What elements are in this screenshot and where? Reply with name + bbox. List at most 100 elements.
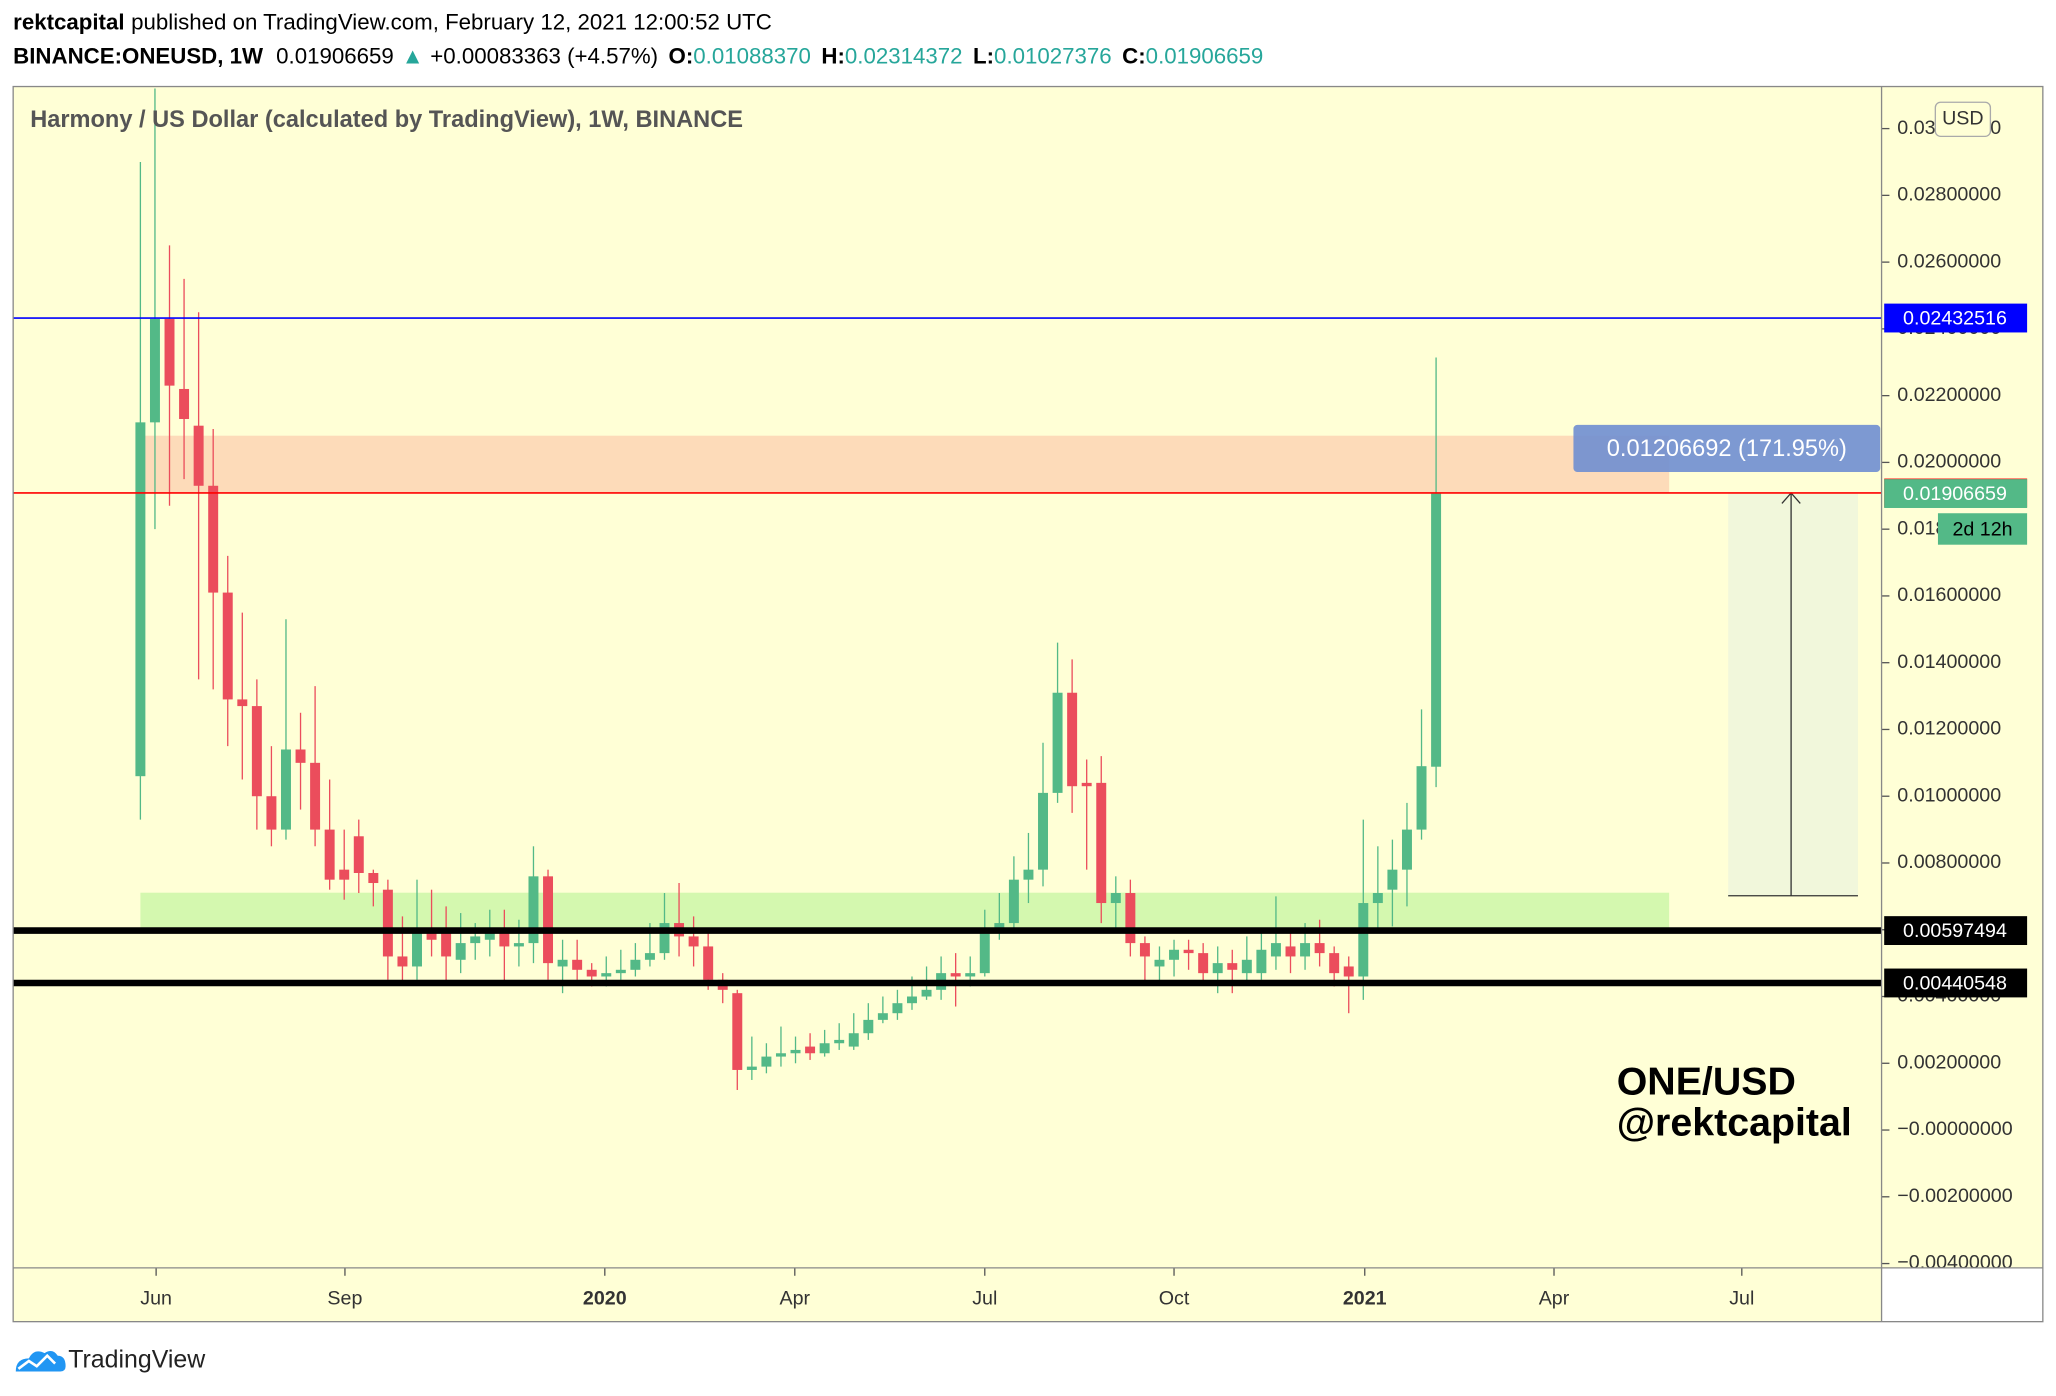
publish-line: rektcapital published on TradingView.com,…: [13, 9, 772, 34]
candle-body: [819, 1043, 830, 1054]
y-tick-label: −0.00000000: [1897, 1118, 2012, 1140]
level-tag: 0.02432516: [1903, 308, 2007, 330]
candle-body: [586, 969, 597, 977]
symbol: BINANCE:ONEUSD, 1W: [13, 44, 263, 69]
candle-body: [1154, 959, 1165, 967]
candle-body: [1401, 829, 1412, 870]
level-tag-box: [1884, 916, 2028, 946]
candle-body: [412, 933, 422, 967]
ohlc-key: H:: [821, 44, 845, 69]
candle-body: [950, 973, 961, 977]
candle-body: [295, 749, 306, 763]
up-arrow: ▲: [402, 44, 424, 69]
publisher: rektcapital: [13, 9, 124, 34]
candle-body: [237, 699, 248, 707]
y-tick-label: 0.02600000: [1897, 250, 2001, 272]
candle-body: [1227, 963, 1238, 970]
candle-body: [1096, 782, 1107, 904]
candle-body: [222, 592, 233, 700]
price-axis: [1881, 86, 2043, 1268]
currency[interactable]: USD: [1942, 108, 1984, 130]
last-price-tag: 0.01906659: [1903, 483, 2007, 505]
candle-body: [1038, 792, 1048, 870]
x-tick-label: Apr: [779, 1288, 810, 1310]
candle-body: [1169, 949, 1180, 960]
candle-body: [921, 989, 932, 997]
candle-body: [965, 973, 976, 977]
measure-label-box: [1573, 424, 1881, 473]
level-tag-box: [1884, 968, 2028, 998]
candle-body: [1329, 953, 1340, 974]
candle-body: [761, 1056, 772, 1067]
last-price-tag-box: [1884, 479, 2028, 508]
candle-body: [1343, 966, 1354, 977]
change: +0.00083363 (+4.57%): [430, 44, 658, 69]
x-tick-label: 2020: [583, 1288, 627, 1310]
time-axis: [13, 1267, 1882, 1322]
candle-body: [877, 1013, 888, 1020]
candle-body: [979, 933, 990, 974]
candle-body: [1198, 953, 1209, 974]
ohlc-key: C:: [1122, 44, 1146, 69]
candle-body: [572, 959, 583, 970]
footer-brand: TradingView: [68, 1346, 206, 1374]
candle-body: [266, 796, 277, 830]
candle-body: [499, 933, 510, 947]
candle-body: [455, 943, 466, 960]
candle-body: [1067, 692, 1078, 787]
zone: [140, 435, 1670, 493]
symbol-line: BINANCE:ONEUSD, 1W 0.01906659 ▲ +0.00083363…: [13, 44, 1263, 69]
candle-body: [1387, 869, 1398, 890]
candle-body: [280, 749, 291, 830]
x-tick-label: 2021: [1343, 1288, 1387, 1310]
candle-body: [1008, 879, 1019, 924]
y-tick-label: 0.00800000: [1897, 851, 2001, 873]
candle-body: [1183, 949, 1194, 954]
x-tick-label: Jul: [1729, 1288, 1754, 1310]
candle-body: [1052, 692, 1063, 793]
last: 0.01906659: [276, 44, 394, 69]
x-tick-label: Oct: [1159, 1288, 1190, 1310]
candle-body: [1125, 893, 1136, 944]
candle-body: [907, 996, 917, 1004]
candle-body: [1241, 959, 1252, 974]
ohlc-value: 0.01906659: [1146, 44, 1264, 69]
candle-body: [1212, 963, 1223, 974]
candle-body: [470, 936, 481, 944]
candle-body: [310, 762, 321, 830]
countdown: 2d 12h: [1952, 518, 2012, 540]
candle-body: [339, 869, 350, 880]
candle-body: [688, 936, 699, 947]
candle-body: [1139, 943, 1150, 957]
x-tick-label: Jun: [140, 1288, 172, 1310]
ohlc-value: 0.01027376: [994, 44, 1112, 69]
x-tick-label: Jul: [972, 1288, 997, 1310]
y-tick-label: 0.01400000: [1897, 651, 2001, 673]
candle-body: [528, 876, 539, 944]
candle-body: [179, 388, 190, 420]
candle-body: [1431, 493, 1442, 767]
y-tick-label: 0.01600000: [1897, 584, 2001, 606]
candle-body: [703, 946, 714, 980]
candle-body: [1256, 949, 1267, 974]
y-tick-label: −0.00200000: [1897, 1185, 2012, 1207]
candle-body: [892, 1003, 903, 1014]
tradingview-logo: [15, 1351, 66, 1372]
candle-body: [513, 943, 524, 947]
candle-body: [1081, 782, 1092, 787]
candle-body: [615, 969, 626, 974]
candle-body: [135, 422, 146, 777]
candle-body: [164, 318, 175, 386]
y-tick-label: 0.01000000: [1897, 784, 2001, 806]
candle-body: [208, 485, 219, 593]
candle-body: [805, 1046, 816, 1054]
plot-area: [13, 86, 1882, 1268]
candle-body: [557, 959, 568, 967]
currency-button[interactable]: [1934, 101, 1992, 138]
candle-body: [644, 953, 655, 960]
candle-body: [1314, 943, 1325, 954]
candle-body: [397, 956, 408, 967]
candle-body: [426, 933, 437, 940]
